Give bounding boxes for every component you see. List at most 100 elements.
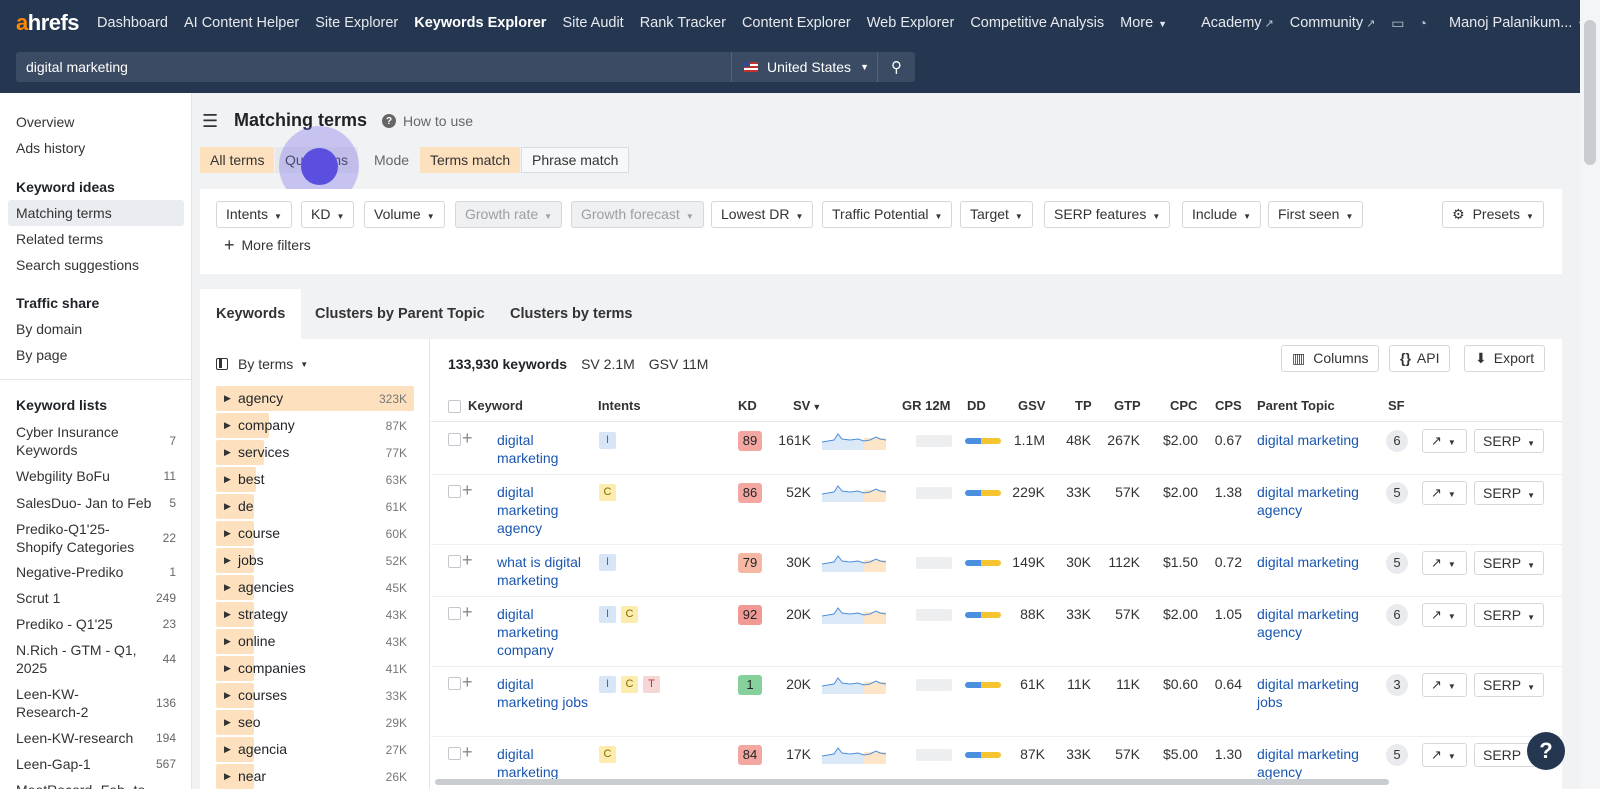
scrollbar-thumb[interactable] [1584, 20, 1596, 165]
nav-site-audit[interactable]: Site Audit [562, 15, 624, 31]
row-checkbox[interactable] [448, 677, 461, 690]
col-sv[interactable]: SV ▼ [793, 398, 821, 413]
expand-arrow-icon[interactable]: ▶ [224, 663, 231, 673]
col-parent-topic[interactable]: Parent Topic [1257, 398, 1335, 413]
filter-serp-features[interactable]: SERP features ▼ [1044, 201, 1171, 228]
filter-lowest-dr[interactable]: Lowest DR ▼ [711, 201, 814, 228]
expand-arrow-icon[interactable]: ▶ [224, 744, 231, 754]
nav-ai-content-helper[interactable]: AI Content Helper [183, 15, 300, 31]
nav-content-explorer[interactable]: Content Explorer [741, 15, 851, 31]
col-cpc[interactable]: CPC [1170, 398, 1198, 413]
col-gr12m[interactable]: GR 12M [902, 398, 951, 413]
parent-topic-link[interactable]: digital marketing agency [1257, 484, 1359, 518]
presets-button[interactable]: ⚙ Presets ▼ [1442, 201, 1544, 228]
select-all-checkbox[interactable] [448, 400, 461, 413]
trend-chart-button[interactable]: ↗ ▼ [1422, 429, 1467, 453]
nav-dashboard[interactable]: Dashboard [97, 15, 168, 31]
term-row[interactable]: ▶ seo 29K [216, 710, 414, 735]
serp-button[interactable]: SERP ▼ [1474, 429, 1544, 453]
term-row[interactable]: ▶ company 87K [216, 413, 414, 438]
keyword-list-item[interactable]: SalesDuo- Jan to Feb 5 [16, 494, 176, 512]
keyword-link[interactable]: digital marketing company [497, 606, 559, 658]
filter-growth-rate[interactable]: Growth rate ▼ [455, 201, 563, 228]
expand-arrow-icon[interactable]: ▶ [224, 420, 231, 430]
ahrefs-logo[interactable]: ahrefs [16, 10, 80, 35]
col-gtp[interactable]: GTP [1114, 398, 1141, 413]
serp-button[interactable]: SERP ▼ [1474, 673, 1544, 697]
nav-site-explorer[interactable]: Site Explorer [315, 15, 399, 31]
term-row[interactable]: ▶ agencia 27K [216, 737, 414, 762]
nav-community[interactable]: Community ↗ [1290, 15, 1376, 31]
filter-target[interactable]: Target ▼ [960, 201, 1033, 228]
keyword-link[interactable]: digital marketing [497, 432, 559, 466]
expand-arrow-icon[interactable]: ▶ [224, 717, 231, 727]
term-row[interactable]: ▶ near 26K [216, 764, 414, 789]
serp-features-count[interactable]: 3 [1386, 674, 1408, 696]
sidebar-item-overview[interactable]: Overview [16, 114, 75, 130]
by-terms-select[interactable]: By terms ▼ [216, 356, 308, 372]
col-tp[interactable]: TP [1075, 398, 1092, 413]
keyword-list-item[interactable]: Leen-KW-Research-2 136 [16, 685, 176, 721]
row-checkbox[interactable] [448, 747, 461, 760]
search-button[interactable]: ⚲ [877, 52, 915, 82]
col-cps[interactable]: CPS [1215, 398, 1242, 413]
add-to-list-icon[interactable]: + [462, 428, 473, 448]
term-row[interactable]: ▶ courses 33K [216, 683, 414, 708]
sidebar-item-related-terms[interactable]: Related terms [16, 231, 104, 247]
keyword-list-item[interactable]: Scrut 1 249 [16, 589, 176, 607]
expand-arrow-icon[interactable]: ▶ [224, 582, 231, 592]
add-to-list-icon[interactable]: + [462, 672, 473, 692]
sidebar-item-ads-history[interactable]: Ads history [16, 140, 86, 156]
serp-button[interactable]: SERP ▼ [1474, 551, 1544, 575]
expand-arrow-icon[interactable]: ▶ [224, 609, 231, 619]
keyword-list-item[interactable]: Leen-KW-research 194 [16, 729, 176, 747]
serp-features-count[interactable]: 6 [1386, 430, 1408, 452]
sidebar-item-matching-terms[interactable]: Matching terms [8, 200, 184, 226]
serp-features-count[interactable]: 5 [1386, 552, 1408, 574]
user-menu[interactable]: Manoj Palanikum...▼ [1449, 15, 1586, 31]
filter-kd[interactable]: KD ▼ [301, 201, 355, 228]
keyword-list-item[interactable]: Cyber Insurance Keywords 7 [16, 423, 176, 459]
serp-features-count[interactable]: 6 [1386, 604, 1408, 626]
horizontal-scrollbar[interactable] [431, 778, 1562, 786]
expand-arrow-icon[interactable]: ▶ [224, 474, 231, 484]
add-to-list-icon[interactable]: + [462, 550, 473, 570]
trend-chart-button[interactable]: ↗ ▼ [1422, 481, 1467, 505]
row-checkbox[interactable] [448, 485, 461, 498]
serp-features-count[interactable]: 5 [1386, 482, 1408, 504]
filter-growth-forecast[interactable]: Growth forecast ▼ [571, 201, 704, 228]
sidebar-item-search-suggestions[interactable]: Search suggestions [16, 257, 139, 273]
serp-button[interactable]: SERP ▼ [1474, 603, 1544, 627]
scrollbar-thumb[interactable] [435, 779, 1389, 785]
trend-chart-button[interactable]: ↗ ▼ [1422, 743, 1467, 767]
term-row[interactable]: ▶ jobs 52K [216, 548, 414, 573]
term-row[interactable]: ▶ online 43K [216, 629, 414, 654]
filter-traffic-potential[interactable]: Traffic Potential ▼ [822, 201, 953, 228]
keyword-list-item[interactable]: N.Rich - GTM - Q1, 2025 44 [16, 641, 176, 677]
row-checkbox[interactable] [448, 607, 461, 620]
term-row[interactable]: ▶ services 77K [216, 440, 414, 465]
filter-intents[interactable]: Intents ▼ [216, 201, 292, 228]
nav-competitive-analysis[interactable]: Competitive Analysis [970, 15, 1105, 31]
col-kd[interactable]: KD [738, 398, 757, 413]
keyword-link[interactable]: digital marketing jobs [497, 676, 589, 710]
expand-arrow-icon[interactable]: ▶ [224, 528, 231, 538]
parent-topic-link[interactable]: digital marketing agency [1257, 746, 1359, 780]
serp-features-count[interactable]: 5 [1386, 744, 1408, 766]
more-filters-button[interactable]: + More filters [224, 235, 311, 256]
trend-chart-button[interactable]: ↗ ▼ [1422, 551, 1467, 575]
keyword-link[interactable]: digital marketing agency [497, 484, 559, 536]
mode-phrase-match[interactable]: Phrase match [521, 147, 630, 173]
tab-clusters-terms[interactable]: Clusters by terms [510, 306, 633, 322]
col-sf[interactable]: SF [1388, 398, 1405, 413]
keyword-list-item[interactable]: Prediko-Q1'25-Shopify Categories 22 [16, 520, 176, 556]
search-input[interactable] [16, 52, 731, 82]
term-row[interactable]: ▶ companies 41K [216, 656, 414, 681]
keyword-list-item[interactable]: Webgility BoFu 11 [16, 467, 176, 485]
serp-button[interactable]: SERP ▼ [1474, 481, 1544, 505]
col-intents[interactable]: Intents [598, 398, 641, 413]
keyword-list-item[interactable]: Prediko - Q1'25 23 [16, 615, 176, 633]
row-checkbox[interactable] [448, 555, 461, 568]
filter-include[interactable]: Include ▼ [1182, 201, 1262, 228]
nav-academy[interactable]: Academy ↗ [1201, 15, 1274, 31]
